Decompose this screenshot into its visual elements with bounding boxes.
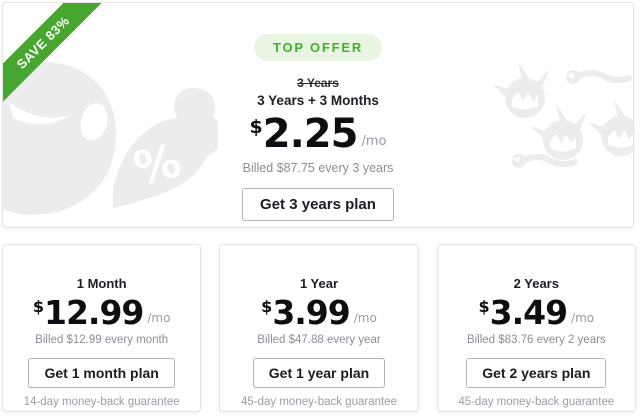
top-offer-card: SAVE 83% % — [2, 2, 634, 228]
get-2-years-plan-button[interactable]: Get 2 years plan — [466, 358, 607, 388]
panda-eye-shape — [80, 103, 108, 141]
get-3-years-plan-button[interactable]: Get 3 years plan — [242, 188, 394, 221]
price-value: 12.99 — [44, 293, 144, 332]
guarantee-label: 45-day money-back guarantee — [458, 396, 615, 408]
get-1-year-plan-button[interactable]: Get 1 year plan — [252, 358, 386, 388]
panda-brow-shape — [9, 102, 71, 125]
guarantee-label: 45-day money-back guarantee — [240, 396, 397, 408]
plan-card-1-year: 1 Year $ 3.99 /mo Billed $47.88 every ye… — [219, 244, 419, 412]
price-value: 3.49 — [489, 293, 568, 332]
price: $ 12.99 /mo — [33, 296, 171, 329]
price-currency: $ — [32, 297, 44, 316]
muscle-arm-illustration: % — [3, 62, 218, 215]
term-label: 1 Year — [299, 276, 339, 291]
billed-label: Billed $83.76 every 2 years — [466, 334, 606, 346]
price-period: /mo — [361, 134, 387, 149]
plan-card-2-years: 2 Years $ 3.49 /mo Billed $83.76 every 2… — [436, 244, 636, 412]
guarantee-label: 14-day money-back guarantee — [23, 396, 180, 408]
billed-label: Billed $87.75 every 3 years — [242, 161, 394, 175]
save-ribbon: SAVE 83% — [3, 3, 109, 108]
plans-row: 1 Month $ 12.99 /mo Billed $12.99 every … — [2, 244, 636, 412]
price: $ 3.99 /mo — [261, 296, 377, 329]
price-currency: $ — [261, 297, 273, 316]
billed-label: Billed $47.88 every year — [257, 334, 381, 346]
plan-card-1-month: 1 Month $ 12.99 /mo Billed $12.99 every … — [2, 244, 202, 412]
top-offer-badge: TOP OFFER — [253, 34, 383, 61]
price: $ 2.25 /mo — [250, 114, 387, 154]
term-label: 2 Years — [513, 276, 559, 291]
price: $ 3.49 /mo — [479, 296, 595, 329]
get-1-month-plan-button[interactable]: Get 1 month plan — [28, 358, 175, 388]
billed-label: Billed $12.99 every month — [35, 334, 169, 346]
save-ribbon-corner: SAVE 83% — [3, 3, 112, 112]
price-currency: $ — [478, 297, 490, 316]
old-term-label: 3 Years — [297, 76, 339, 90]
price-value: 2.25 — [262, 111, 359, 157]
price-period: /mo — [353, 311, 377, 325]
term-label: 1 Month — [76, 276, 127, 291]
term-label: 3 Years + 3 Months — [257, 93, 379, 108]
price-period: /mo — [147, 311, 171, 325]
price-period: /mo — [571, 311, 595, 325]
price-currency: $ — [249, 116, 263, 138]
price-value: 3.99 — [272, 293, 350, 332]
